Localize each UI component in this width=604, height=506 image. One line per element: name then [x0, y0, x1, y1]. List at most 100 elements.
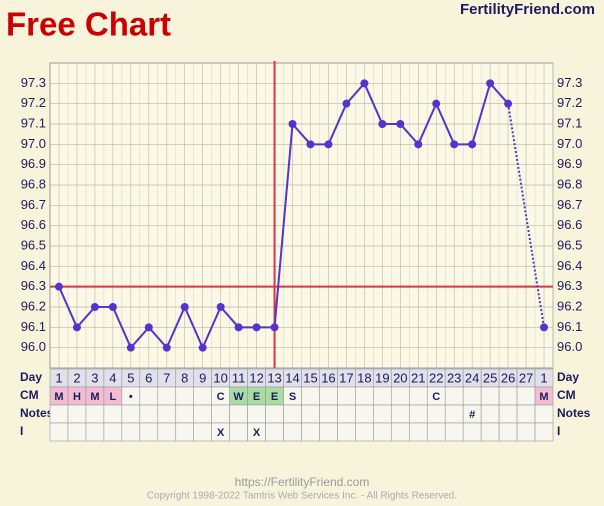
- cell: [157, 422, 177, 442]
- temp-point: [180, 303, 189, 311]
- y-tick-label-right: 96.8: [557, 176, 582, 191]
- cell: [391, 404, 410, 424]
- day-label: 6: [145, 370, 152, 385]
- cell: [139, 422, 159, 442]
- temp-point: [378, 120, 387, 128]
- day-label: 25: [483, 370, 497, 385]
- temp-point: [504, 99, 513, 108]
- temp-point: [288, 120, 297, 128]
- cell: [498, 404, 518, 424]
- cell: [391, 386, 410, 406]
- y-tick-label: 96.5: [21, 237, 46, 252]
- cell: [301, 404, 320, 424]
- y-tick-label-right: 97.2: [557, 95, 582, 110]
- y-tick-label: 97.0: [21, 136, 46, 151]
- row-label-right: CM: [557, 388, 576, 402]
- day-label: 3: [91, 370, 98, 385]
- cell: [444, 386, 464, 406]
- y-tick-label: 96.7: [21, 197, 46, 212]
- day-label: 11: [232, 370, 246, 385]
- y-tick-label-right: 96.5: [557, 237, 582, 252]
- row-label: Day: [20, 370, 42, 384]
- cell-text: C: [217, 391, 225, 403]
- day-label: 14: [285, 370, 299, 385]
- cell: [480, 422, 500, 442]
- y-tick-label: 96.2: [21, 298, 46, 313]
- temp-line: [58, 81, 509, 351]
- day-label: 4: [109, 370, 116, 385]
- day-label: 8: [181, 370, 188, 385]
- cell-text: S: [289, 391, 296, 403]
- chart-title: Free Chart: [6, 6, 171, 43]
- cell: [498, 386, 518, 406]
- y-tick-label: 96.6: [21, 217, 46, 232]
- cell: [229, 404, 248, 424]
- cell: [121, 422, 141, 442]
- day-label: 1: [55, 370, 62, 385]
- row-label: I: [20, 424, 23, 438]
- cell: [516, 422, 536, 442]
- temp-point: [198, 343, 207, 352]
- y-tick-label-right: 96.6: [557, 217, 582, 232]
- cell: [498, 422, 518, 442]
- temp-point: [216, 303, 225, 311]
- cell: [283, 422, 302, 442]
- cell: [121, 404, 141, 424]
- day-label: 15: [303, 370, 317, 385]
- y-tick-label: 96.4: [21, 258, 46, 273]
- cell: [67, 404, 87, 424]
- y-tick-label: 96.0: [21, 339, 46, 354]
- cell: [85, 422, 105, 442]
- cell: [229, 422, 248, 442]
- y-tick-label-right: 96.3: [557, 278, 582, 293]
- temp-point: [144, 323, 153, 332]
- day-label: 26: [501, 370, 515, 385]
- cell: [408, 422, 428, 442]
- temp-point: [126, 343, 135, 352]
- cell-text: M: [90, 391, 99, 403]
- day-label: 20: [393, 370, 407, 385]
- cell: [175, 422, 195, 442]
- cell-text: M: [539, 391, 548, 403]
- cell: [337, 404, 356, 424]
- cell: [211, 404, 230, 424]
- cell: [337, 386, 356, 406]
- cell-text: #: [469, 409, 475, 421]
- day-label: 19: [375, 370, 389, 385]
- cell: [462, 422, 482, 442]
- temp-point: [306, 140, 315, 149]
- cell: [139, 386, 159, 406]
- y-tick-label-right: 97.0: [557, 136, 582, 151]
- y-tick-label-right: 96.1: [557, 319, 582, 334]
- cell: [265, 422, 284, 442]
- day-label: 1: [540, 370, 547, 385]
- cell: [408, 386, 428, 406]
- day-label: 12: [249, 370, 263, 385]
- temp-point: [540, 323, 549, 332]
- cell: [516, 386, 536, 406]
- y-tick-label-right: 96.4: [557, 258, 582, 273]
- row-label-right: Notes: [557, 406, 591, 420]
- row-label: Notes: [20, 406, 54, 420]
- cell: [516, 404, 536, 424]
- cell: [175, 404, 195, 424]
- cell: [462, 386, 482, 406]
- temp-point: [54, 282, 63, 291]
- cell-text: X: [217, 427, 225, 439]
- y-tick-label-right: 97.3: [557, 75, 582, 90]
- cell: [355, 386, 374, 406]
- cell: [49, 422, 69, 442]
- day-label: 18: [357, 370, 371, 385]
- y-tick-label: 96.3: [21, 278, 46, 293]
- y-tick-label: 96.1: [21, 319, 46, 334]
- temp-point: [234, 323, 243, 332]
- cell: [534, 422, 554, 442]
- temp-point: [360, 79, 369, 88]
- day-label: 24: [465, 370, 479, 385]
- cell-text: W: [233, 391, 244, 403]
- cell: [157, 404, 177, 424]
- day-label: 17: [339, 370, 353, 385]
- temp-point: [162, 343, 171, 352]
- cell: [193, 386, 212, 406]
- day-label: 9: [199, 370, 206, 385]
